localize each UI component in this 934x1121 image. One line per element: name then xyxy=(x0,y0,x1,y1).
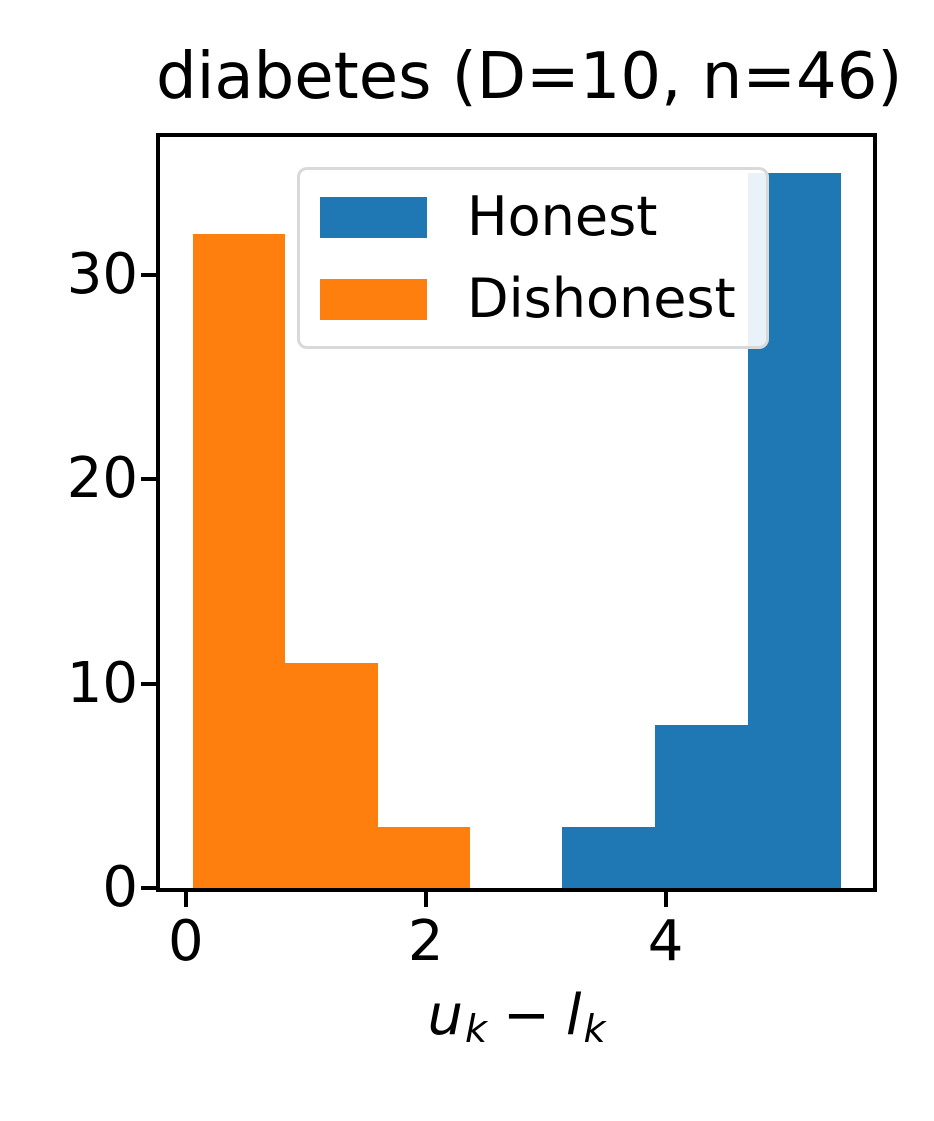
y-tick-label: 30 xyxy=(66,241,138,307)
plot-area: 0 2 4 0 10 20 30 Honest Dishonest xyxy=(67,133,877,970)
legend: Honest Dishonest xyxy=(297,167,769,349)
legend-item-honest: Honest xyxy=(320,190,736,244)
honest-histogram-bar xyxy=(654,724,749,888)
legend-label-honest: Honest xyxy=(467,185,658,248)
honest-histogram-bar xyxy=(562,826,655,888)
x-tick-mark xyxy=(423,892,428,907)
x-tick-mark xyxy=(663,892,668,907)
x-axis-label-term2-sub: k xyxy=(583,1006,606,1051)
x-axis-label-term1-sub: k xyxy=(464,1006,487,1051)
x-axis-label-term1: u xyxy=(427,983,463,1048)
y-tick-mark xyxy=(141,886,156,890)
y-tick-label: 0 xyxy=(102,855,138,920)
legend-label-dishonest: Dishonest xyxy=(467,267,736,330)
dishonest-histogram-bar xyxy=(285,663,378,888)
legend-item-dishonest: Dishonest xyxy=(320,272,736,326)
y-tick-label: 10 xyxy=(66,650,138,716)
chart-title: diabetes (D=10, n=46) xyxy=(156,40,903,114)
legend-swatch-dishonest-icon xyxy=(320,278,427,320)
x-tick-label: 0 xyxy=(167,909,204,974)
y-tick-mark xyxy=(141,272,156,277)
x-tick-label: 4 xyxy=(647,909,684,974)
y-tick-label: 20 xyxy=(66,446,138,512)
x-axis-label: uk − lk xyxy=(156,982,877,1051)
y-tick-mark xyxy=(141,681,156,686)
x-tick-label: 2 xyxy=(407,909,444,974)
dishonest-histogram-bar xyxy=(377,826,471,888)
legend-swatch-honest-icon xyxy=(320,196,427,238)
x-axis-label-term2: l xyxy=(565,983,582,1048)
minus-operator: − xyxy=(503,983,550,1048)
x-tick-mark xyxy=(183,892,188,907)
dishonest-histogram-bar xyxy=(192,234,286,888)
y-tick-mark xyxy=(141,477,156,482)
